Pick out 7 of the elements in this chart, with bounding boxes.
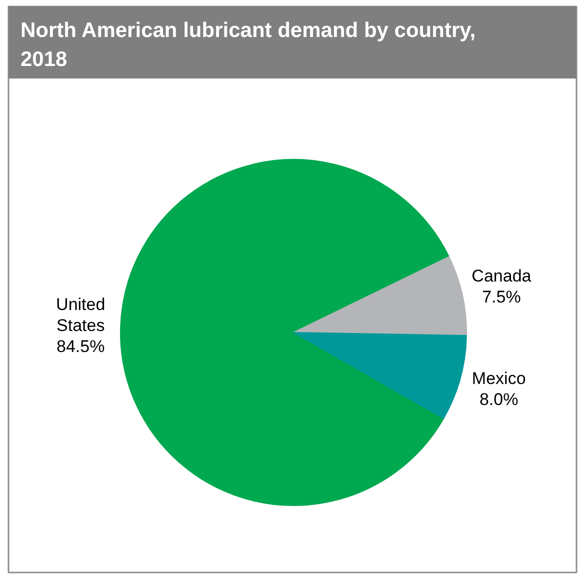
data-label: 7.5% <box>482 287 521 306</box>
slice-label: Canada <box>472 266 532 286</box>
data-label: 8.0% <box>479 390 518 410</box>
slice-label: Mexico <box>472 369 526 388</box>
chart-title: North American lubricant demand by country, 2018 <box>20 19 476 71</box>
slice-label: United States <box>56 294 106 335</box>
data-label: 84.5% <box>56 336 105 356</box>
